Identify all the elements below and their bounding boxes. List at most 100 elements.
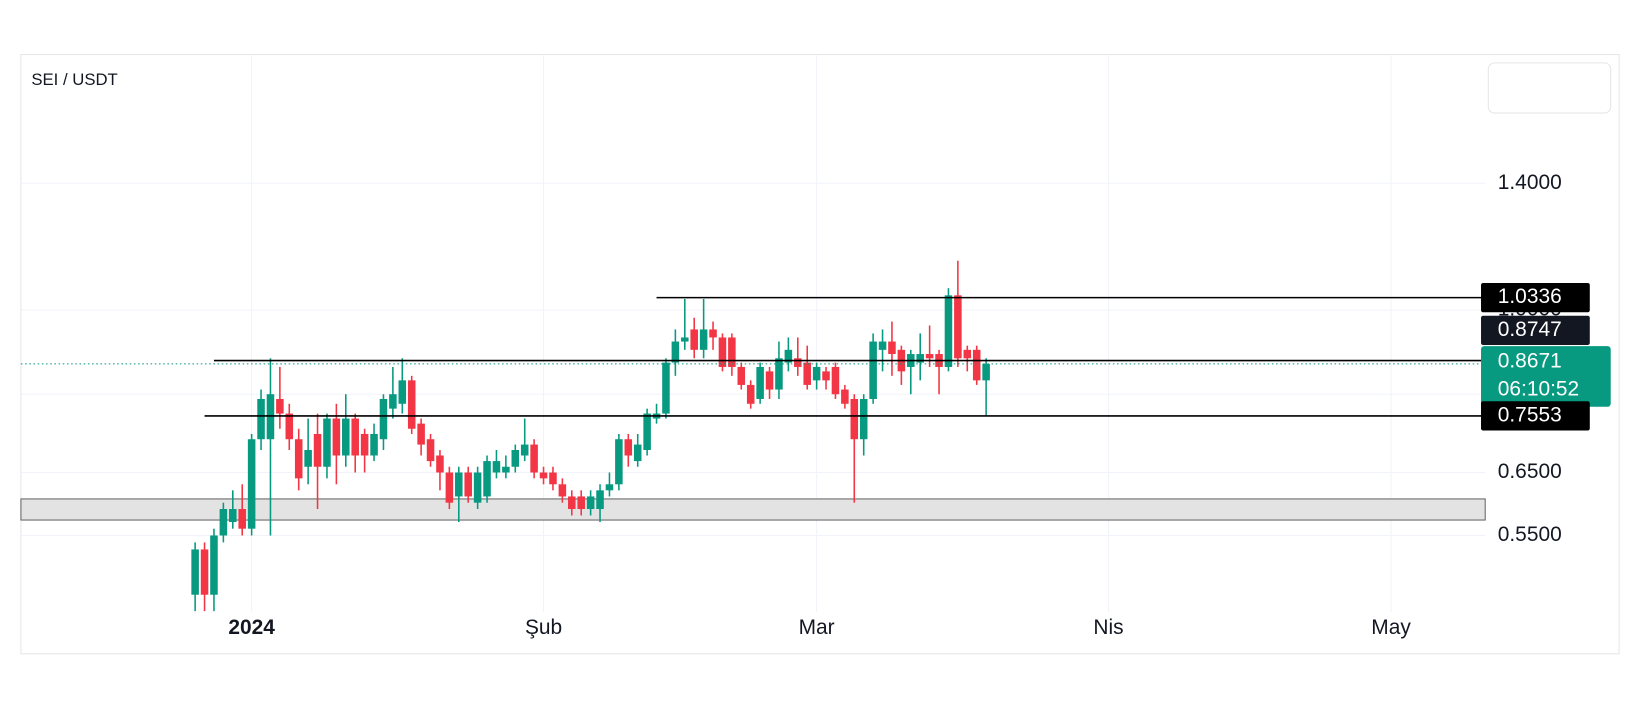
- candle-body: [304, 449, 312, 467]
- candle-body: [605, 484, 614, 491]
- candle-body: [784, 349, 793, 363]
- candle-body: [831, 366, 840, 395]
- candle-body: [549, 472, 557, 485]
- candle-body: [822, 371, 830, 381]
- candle-body: [473, 472, 482, 503]
- candle-body: [558, 484, 567, 497]
- y-tick-label: 0.5500: [1498, 523, 1562, 546]
- candle-body: [746, 384, 755, 404]
- level-label: 1.0336: [1498, 285, 1562, 308]
- candle-body: [888, 341, 896, 355]
- candle-body: [285, 413, 294, 440]
- candle-body: [596, 490, 604, 510]
- countdown-label: 06:10:52: [1498, 378, 1579, 401]
- x-tick-label: 2024: [228, 616, 275, 639]
- candle-body: [294, 439, 303, 479]
- candle-body: [737, 366, 746, 385]
- candle-body: [728, 337, 736, 367]
- candle-body: [426, 439, 435, 462]
- candle-body: [775, 358, 783, 390]
- candle-body: [954, 295, 962, 359]
- candle-body: [200, 549, 209, 595]
- level-label-box: [1481, 401, 1590, 431]
- level-label-box: [1481, 283, 1590, 313]
- candle-body: [445, 472, 454, 503]
- candle-body: [859, 398, 868, 440]
- candle-body: [407, 380, 416, 429]
- candle-body: [219, 509, 228, 536]
- last-price-label: 0.8671: [1498, 349, 1562, 372]
- candle-body: [633, 444, 642, 462]
- candle-body: [925, 354, 934, 359]
- candle-body: [568, 496, 576, 510]
- candle-body: [520, 444, 529, 456]
- level-label: 0.8747: [1498, 318, 1562, 341]
- candle-body: [313, 433, 322, 467]
- chart-frame: [20, 53, 1620, 655]
- last-price-box: [1481, 346, 1611, 407]
- candle-body: [671, 341, 680, 363]
- candle-body: [379, 398, 388, 440]
- candle-body: [455, 472, 463, 497]
- candle-body: [210, 535, 218, 595]
- candle-body: [539, 472, 548, 479]
- x-tick-label: Mar: [799, 616, 835, 639]
- candle-body: [765, 371, 774, 390]
- candle-body: [812, 366, 821, 381]
- empty-widget: [1487, 62, 1612, 114]
- candle-body: [615, 439, 623, 485]
- candle-body: [191, 549, 199, 595]
- candle-body: [417, 423, 425, 445]
- candle-body: [803, 362, 811, 385]
- candle-body: [681, 337, 689, 342]
- candle-body: [238, 509, 246, 529]
- candle-body: [643, 413, 651, 450]
- candle-body: [624, 439, 633, 456]
- candle-body: [323, 418, 331, 467]
- candle-body: [662, 362, 670, 414]
- candle-body: [436, 455, 444, 473]
- candle-body: [699, 329, 708, 350]
- level-label-box: [1481, 315, 1590, 346]
- candle-body: [530, 444, 538, 473]
- candle-body: [360, 433, 369, 456]
- level-label: 0.7553: [1498, 403, 1562, 426]
- candle-body: [577, 496, 585, 510]
- candle-body: [389, 394, 397, 409]
- y-tick-label: 1.4000: [1498, 171, 1562, 194]
- candle-body: [257, 398, 265, 440]
- candle-body: [690, 329, 698, 350]
- x-tick-label: May: [1371, 616, 1411, 639]
- candle-body: [492, 461, 501, 473]
- candle-body: [869, 341, 877, 399]
- support-zone: [20, 498, 1486, 521]
- candle-body: [398, 380, 407, 404]
- chart-title: SEI / USDT: [31, 70, 117, 89]
- candle-body: [878, 341, 887, 350]
- candle-body: [351, 418, 359, 456]
- candle-body: [756, 366, 764, 399]
- candle-body: [944, 295, 953, 367]
- candle-body: [247, 439, 256, 529]
- candle-body: [841, 389, 849, 404]
- candle-body: [229, 509, 237, 523]
- candle-body: [276, 398, 284, 414]
- candle-body: [850, 398, 859, 440]
- candle-body: [794, 358, 802, 367]
- candle-body: [718, 337, 727, 367]
- y-tick-label: 0.6500: [1498, 460, 1562, 483]
- candle-body: [972, 349, 981, 381]
- candle-body: [502, 466, 510, 473]
- candle-body: [916, 354, 924, 363]
- candle-body: [332, 418, 341, 456]
- x-tick-label: Nis: [1093, 616, 1123, 639]
- candle-body: [982, 363, 990, 381]
- candle-body: [370, 433, 378, 456]
- candle-body: [586, 496, 595, 510]
- candle-body: [963, 349, 972, 359]
- candle-body: [266, 394, 275, 440]
- x-tick-label: Şub: [525, 616, 562, 639]
- candle-body: [709, 329, 717, 338]
